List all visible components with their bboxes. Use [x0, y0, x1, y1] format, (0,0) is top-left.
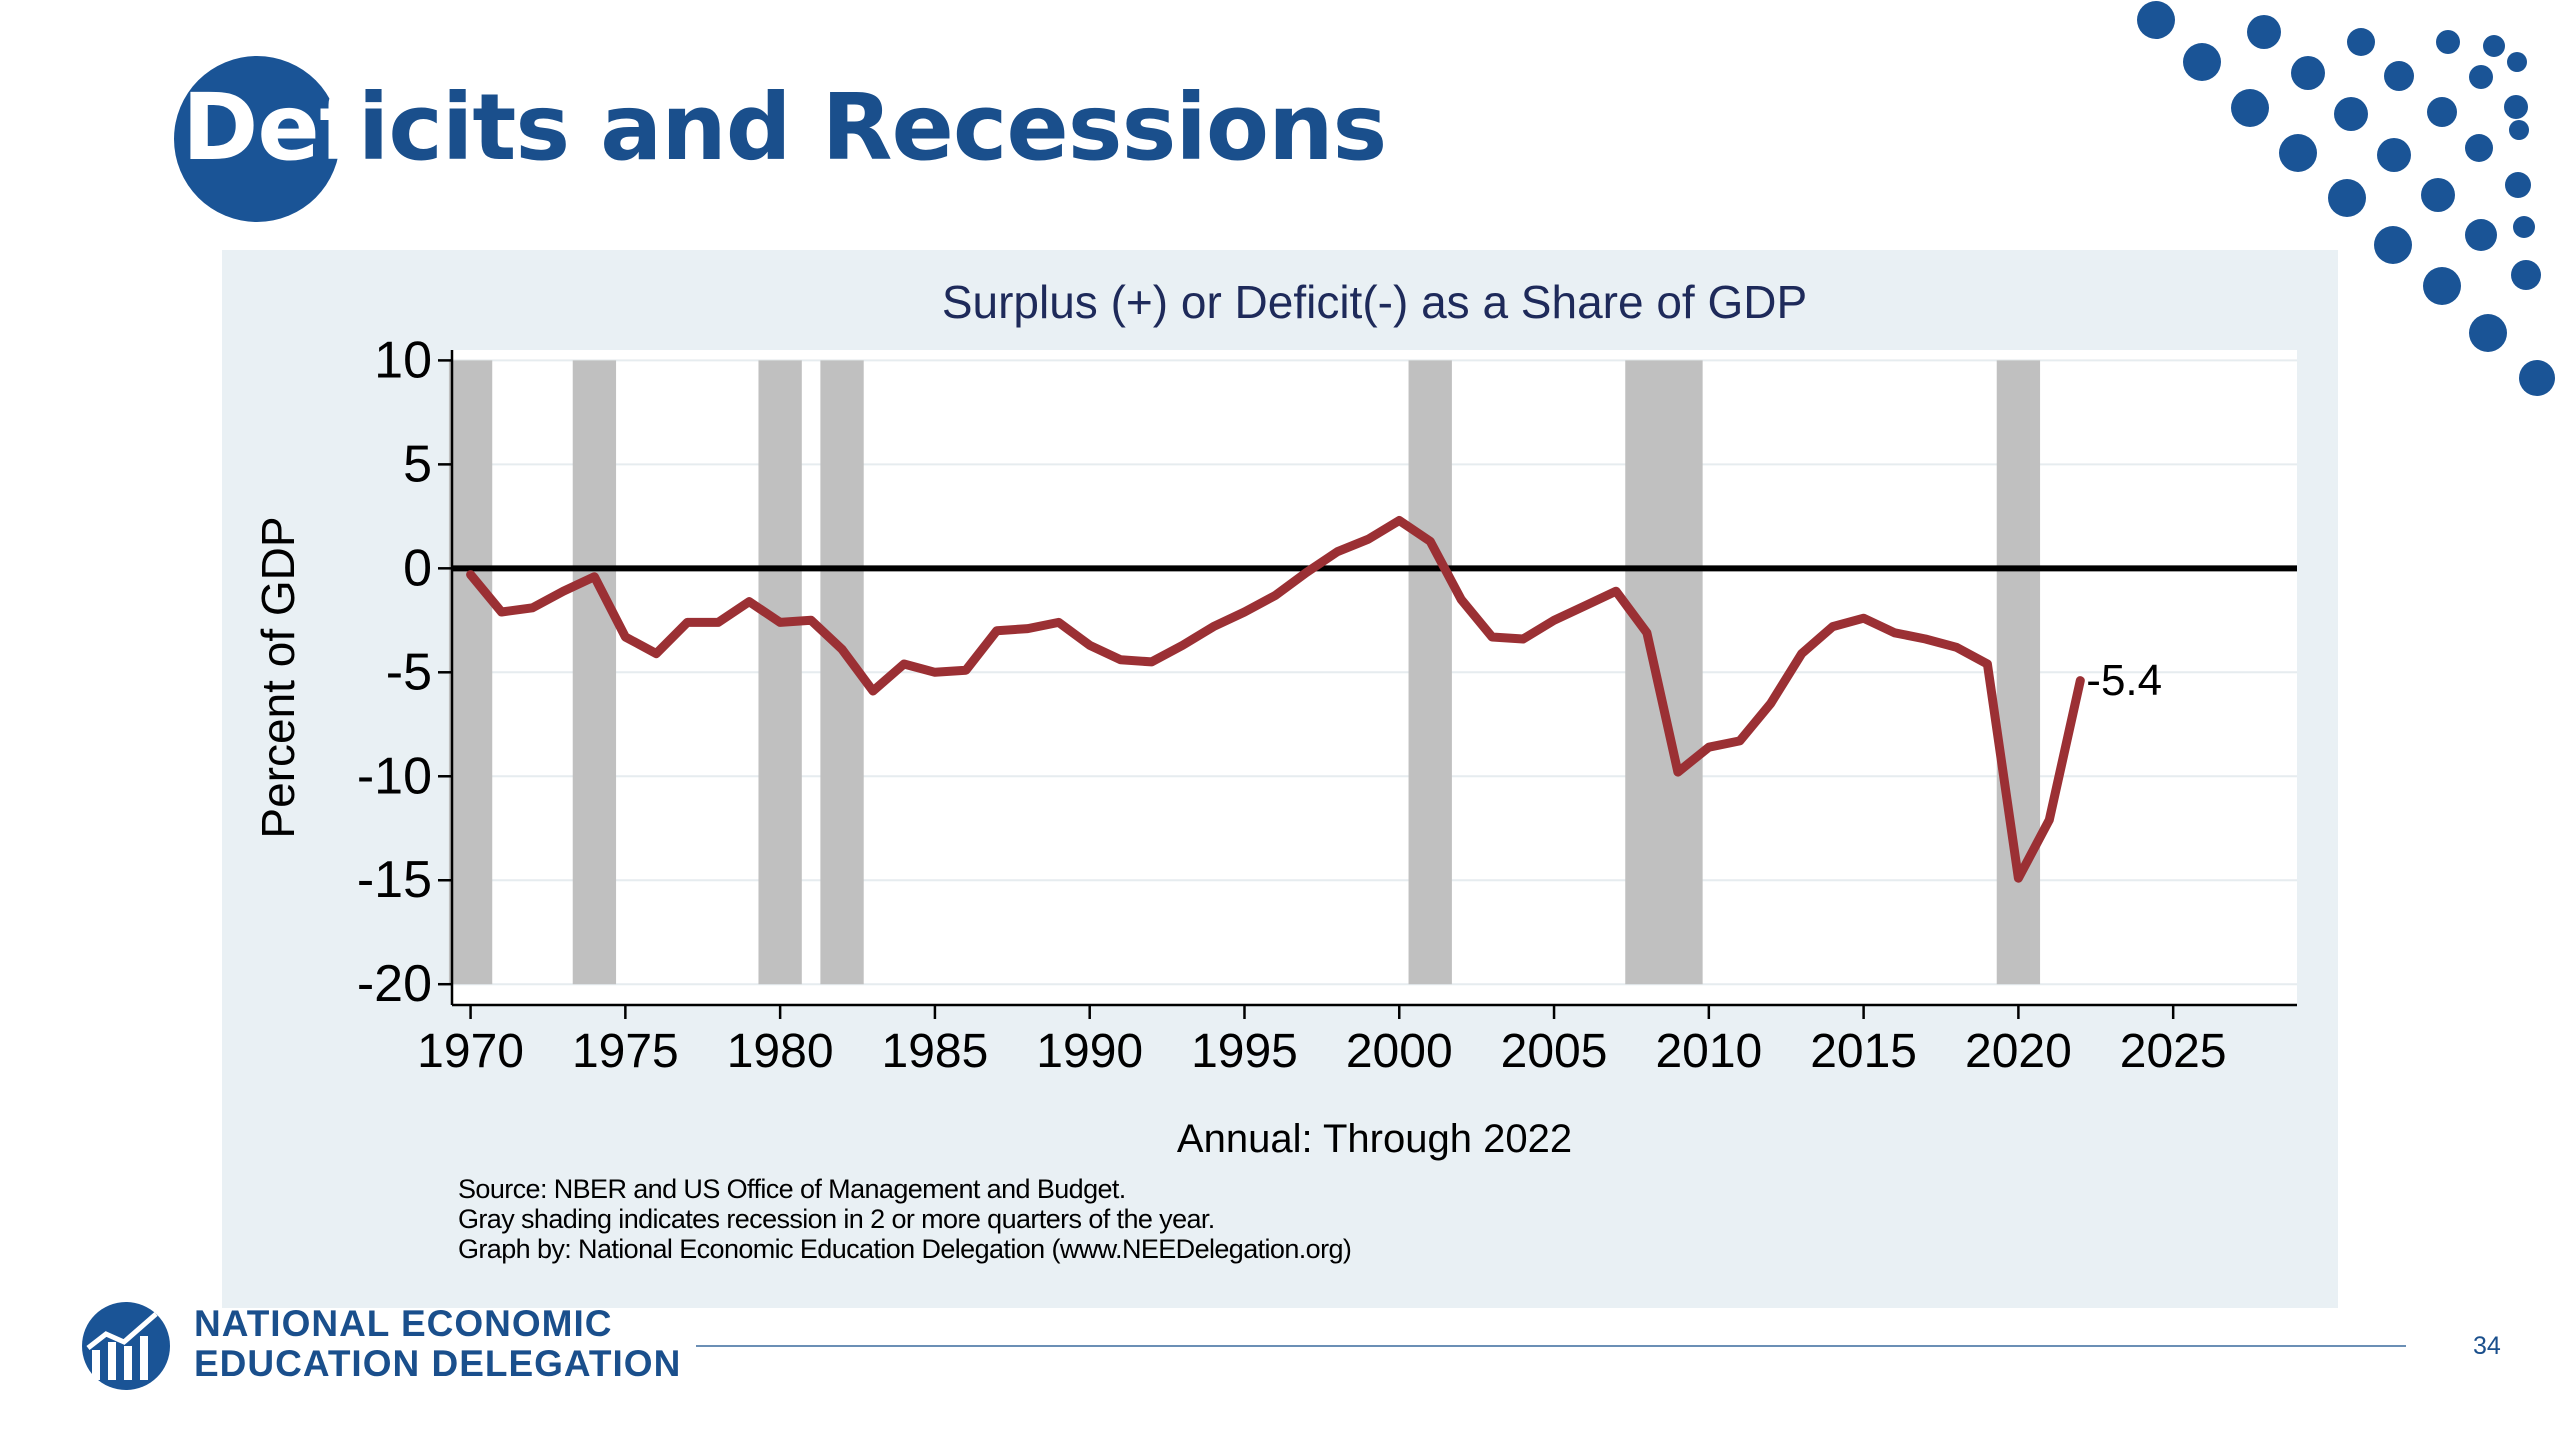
decorative-dot [2519, 360, 2555, 396]
decorative-dot [2436, 30, 2460, 54]
ned-logo-icon [82, 1302, 170, 1390]
x-axis-label: Annual: Through 2022 [1177, 1117, 1572, 1161]
decorative-dot [2247, 15, 2281, 49]
data-label: -5.4 [2086, 656, 2162, 705]
decorative-dot [2279, 134, 2317, 172]
decorative-dot [2465, 219, 2497, 251]
y-tick-label: -10 [357, 747, 432, 805]
x-tick-label: 1985 [882, 1025, 989, 1078]
dot-pattern-decoration [2137, 1, 2555, 396]
decorative-dot [2513, 216, 2535, 238]
decorative-dot [2469, 314, 2507, 352]
y-tick-label: -20 [357, 955, 432, 1013]
chart-panel: 10 5 0 -5 -10 -15 -20 1970 1975 1980 1985 1990 1995 2… [222, 250, 2338, 1308]
recession-shading [1625, 360, 1703, 985]
decorative-dot [2334, 97, 2368, 131]
decorative-dot [2427, 97, 2457, 127]
page-number: 34 [2473, 1332, 2501, 1360]
footer-divider [696, 1345, 2406, 1347]
y-tick-label: 0 [403, 539, 432, 597]
slide-title-rest: icits and Recessions [357, 74, 1388, 181]
y-tick-label: -15 [357, 851, 432, 909]
decorative-dot [2421, 178, 2455, 212]
decorative-dot [2291, 56, 2325, 90]
deficit-series-line [466, 516, 2085, 883]
decorative-dot [2505, 172, 2531, 198]
title-circle-decoration [174, 56, 340, 222]
decorative-dot [2347, 28, 2375, 56]
source-line-2: Gray shading indicates recession in 2 or… [458, 1204, 1215, 1234]
decorative-dot [2137, 1, 2175, 39]
recession-shading [572, 360, 617, 985]
recession-shading [448, 360, 493, 985]
slide-title: Deficits and Recessions [182, 74, 1388, 181]
y-axis-label: Percent of GDP [252, 516, 304, 838]
decorative-dot [2465, 134, 2493, 162]
decorative-dot [2509, 120, 2529, 140]
x-tick-label: 2010 [1655, 1025, 1762, 1078]
x-tick-label: 2000 [1346, 1025, 1453, 1078]
decorative-dot [2507, 52, 2527, 72]
decorative-dot [2511, 260, 2541, 290]
decorative-dot [2483, 35, 2505, 57]
chart-title: Surplus (+) or Deficit(-) as a Share of … [942, 276, 1807, 328]
x-tick-label: 2025 [2120, 1025, 2227, 1078]
source-line-3: Graph by: National Economic Education De… [458, 1234, 1352, 1264]
x-tick-label: 1975 [572, 1025, 679, 1078]
x-tick-label: 1990 [1036, 1025, 1143, 1078]
x-tick-label: 2005 [1501, 1025, 1608, 1078]
decorative-dot [2374, 226, 2412, 264]
recession-shading [758, 360, 802, 985]
decorative-dot [2377, 138, 2411, 172]
x-tick-label: 1995 [1191, 1025, 1298, 1078]
x-tick-label: 1980 [727, 1025, 834, 1078]
chart: 10 5 0 -5 -10 -15 -20 1970 1975 1980 1985 1990 1995 2… [252, 276, 2297, 1161]
source-line-1: Source: NBER and US Office of Management… [458, 1174, 1126, 1204]
source-notes: Source: NBER and US Office of Management… [458, 1174, 1352, 1264]
organization-name-line-2: EDUCATION DELEGATION [194, 1343, 682, 1384]
decorative-dot [2469, 65, 2493, 89]
decorative-dot [2384, 61, 2414, 91]
x-tick-label: 1970 [417, 1025, 524, 1078]
y-tick-label: 5 [403, 435, 432, 493]
y-tick-label: 10 [374, 331, 432, 389]
decorative-dot [2423, 267, 2461, 305]
recession-shading [1996, 360, 2041, 985]
decorative-dot [2504, 95, 2528, 119]
decorative-dot [2183, 43, 2221, 81]
organization-name: NATIONAL ECONOMIC EDUCATION DELEGATION [194, 1304, 681, 1384]
organization-name-line-1: NATIONAL ECONOMIC [194, 1303, 613, 1344]
decorative-dot [2231, 89, 2269, 127]
x-tick-label: 2015 [1810, 1025, 1917, 1078]
x-tick-label: 2020 [1965, 1025, 2072, 1078]
slide-title-lead: Def [182, 74, 359, 181]
y-tick-label: -5 [386, 643, 432, 701]
decorative-dot [2328, 179, 2366, 217]
recession-shading [1408, 360, 1452, 985]
